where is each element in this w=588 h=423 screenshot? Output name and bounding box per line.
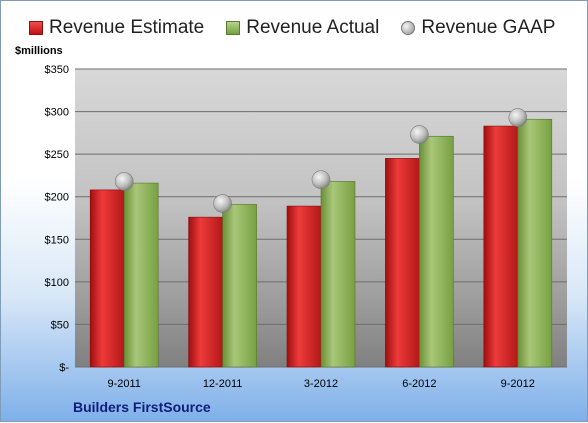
- x-tick-label: 6-2012: [402, 378, 436, 390]
- marker-revenue-gaap: [508, 108, 528, 127]
- legend-swatch-gaap: [401, 21, 416, 35]
- y-tick-label: $150: [45, 234, 69, 246]
- bar-revenue-estimate: [286, 205, 322, 368]
- marker-revenue-gaap: [311, 170, 331, 189]
- x-tick-label: 3-2012: [304, 378, 338, 390]
- y-tick-label: $300: [45, 107, 69, 119]
- y-tick-label: $250: [45, 149, 69, 161]
- marker-revenue-gaap: [410, 125, 429, 144]
- legend-swatch-actual: [226, 21, 241, 35]
- bar-revenue-actual: [320, 181, 356, 368]
- marker-revenue-gaap: [114, 172, 134, 191]
- legend-swatch-estimate: [29, 21, 43, 35]
- y-tick-label: $200: [45, 192, 69, 204]
- legend-item-revenue-actual: Revenue Actual: [226, 17, 379, 39]
- y-tick-label: $350: [45, 64, 69, 76]
- legend-label-actual: Revenue Actual: [246, 17, 380, 38]
- y-tick-label: $100: [45, 277, 69, 289]
- bar-revenue-estimate: [89, 189, 125, 368]
- bar-revenue-actual: [222, 204, 257, 368]
- bar-revenue-actual: [123, 182, 159, 368]
- x-tick-label: 9-2011: [107, 378, 140, 390]
- y-axis-ticks: $- $50 $100 $150 $200 $250 $300 $350: [45, 64, 70, 374]
- marker-revenue-gaap: [213, 194, 232, 213]
- bar-revenue-estimate: [188, 216, 223, 368]
- bars: [89, 118, 553, 368]
- legend-item-revenue-estimate: Revenue Estimate: [29, 17, 204, 39]
- company-name: Builders FirstSource: [73, 399, 211, 415]
- y-tick-label: $50: [51, 319, 69, 331]
- bar-revenue-actual: [517, 118, 553, 368]
- legend-label-gaap: Revenue GAAP: [421, 17, 556, 38]
- gaap-markers: [114, 108, 528, 213]
- legend-label-estimate: Revenue Estimate: [49, 17, 205, 38]
- legend: Revenue Estimate Revenue Actual Revenue …: [29, 17, 577, 39]
- y-axis-unit-label: $millions: [15, 45, 63, 57]
- bar-revenue-estimate: [385, 158, 420, 368]
- legend-item-revenue-gaap: Revenue GAAP: [401, 17, 555, 39]
- x-tick-label: 9-2012: [501, 378, 535, 390]
- y-tick-label: $-: [59, 362, 69, 374]
- x-tick-label: 12-2011: [203, 378, 243, 390]
- bar-revenue-actual: [419, 135, 454, 368]
- x-axis-ticks: 9-2011 12-2011 3-2012 6-2012 9-2012: [107, 378, 534, 390]
- bar-revenue-estimate: [483, 125, 519, 368]
